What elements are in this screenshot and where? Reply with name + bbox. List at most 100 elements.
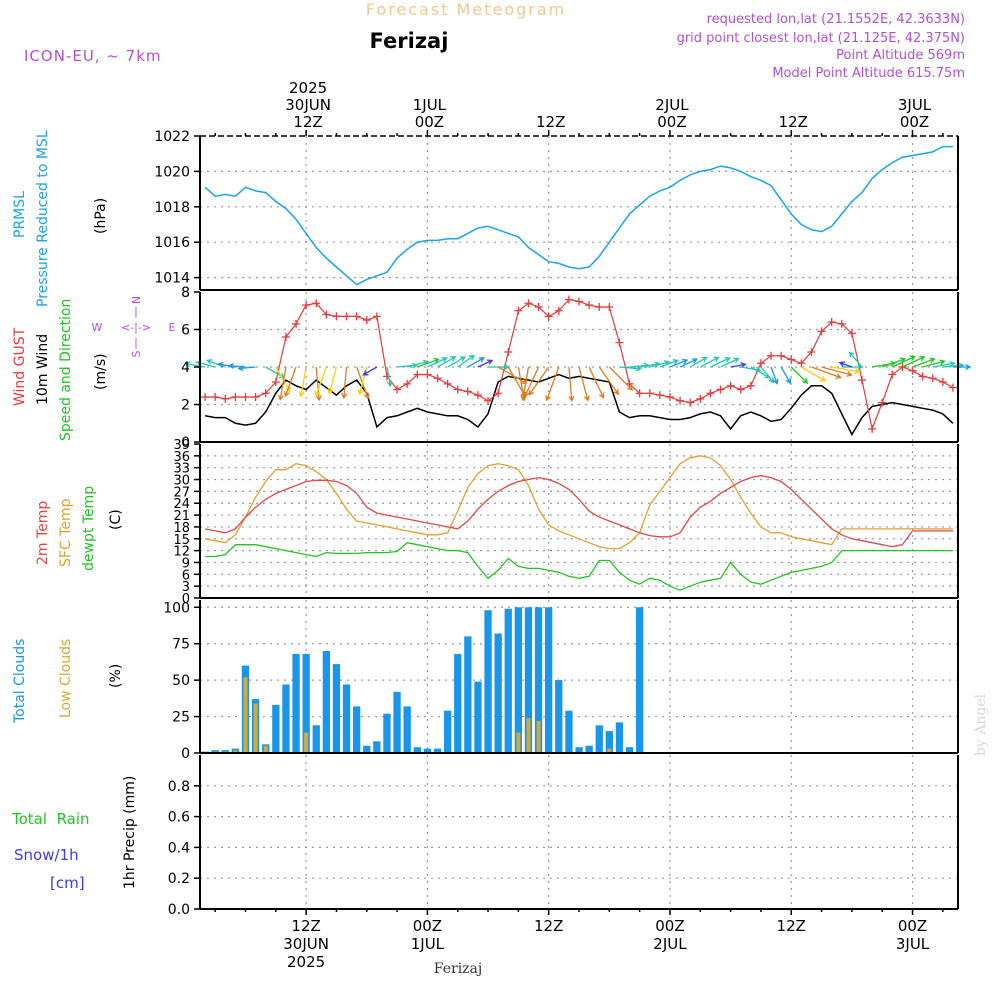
- panel-grids: [200, 136, 958, 909]
- wind-gust-point: [251, 393, 260, 401]
- wind-direction-arrow: [619, 365, 642, 372]
- wind-direction-arrow: [841, 364, 864, 370]
- y-tick-label: 1018: [154, 200, 190, 216]
- wind-gust-point: [413, 370, 422, 379]
- wind-gust-point: [605, 303, 614, 311]
- wind-direction-arrow: [277, 366, 287, 401]
- y-tick-labels: 1014101610181020102202468036912151821242…: [154, 129, 190, 918]
- wind-direction-arrow: [770, 366, 779, 385]
- y-tick-label: 21: [173, 509, 190, 524]
- wind-gust-point: [312, 299, 321, 308]
- wind-direction-arrow: [568, 366, 575, 403]
- wind-gust-point: [362, 316, 371, 325]
- wind-gust-point: [938, 378, 947, 386]
- wind-direction-arrow: [780, 366, 791, 385]
- wind-gust-point: [372, 312, 381, 321]
- y-tick-label: 4: [181, 360, 190, 376]
- wind-gust-point: [655, 391, 664, 400]
- wind-gust-point: [797, 359, 806, 368]
- wind-gust-point: [463, 387, 472, 396]
- watermark: by Angel: [973, 693, 989, 756]
- y-tick-label: 30: [173, 474, 190, 489]
- wind-direction-arrow: [848, 351, 863, 368]
- compass-east: E: [169, 321, 176, 334]
- wind-gust-point: [575, 297, 583, 306]
- wind-gust-point: [484, 396, 493, 405]
- wind-gust-point: [827, 318, 836, 326]
- total-clouds-bar: [423, 748, 432, 753]
- total-clouds-bar: [373, 741, 381, 753]
- wind-gust-point: [342, 312, 351, 321]
- bottom-time-label: 00Z: [413, 917, 442, 935]
- wind-direction-arrow: [447, 356, 466, 368]
- top-time-label: 00Z: [657, 113, 686, 131]
- total-clouds-bar: [353, 706, 361, 753]
- top-time-label: 00Z: [415, 113, 444, 131]
- total-clouds-bar: [302, 653, 310, 753]
- wind-gust-point: [332, 312, 341, 321]
- wind-gust-point: [211, 393, 220, 401]
- wind-direction-arrow: [710, 357, 731, 368]
- y-tick-label: 3: [182, 580, 190, 595]
- top-time-label: 12Z: [293, 113, 322, 131]
- y-tick-label: 100: [163, 600, 190, 616]
- wind-gust-point: [857, 376, 866, 385]
- wind-gust-point: [494, 389, 503, 398]
- wind-direction-arrow: [800, 366, 827, 382]
- total-clouds-bar: [322, 651, 330, 753]
- wind-direction-arrow: [341, 366, 348, 400]
- wind-direction-arrow: [952, 364, 972, 370]
- bottom-time-label: 12Z: [291, 917, 320, 935]
- wind-direction-arrow: [679, 358, 698, 368]
- y-tick-label: 2: [181, 398, 190, 414]
- top-time-label: 30JUN: [285, 96, 331, 114]
- total-clouds-bar: [272, 704, 280, 753]
- wind-direction-arrow: [892, 355, 916, 368]
- wind-gust-point: [777, 351, 786, 360]
- total-clouds-bar: [605, 731, 613, 753]
- wind-direction-arrow: [730, 362, 747, 369]
- top-time-label: 2025: [289, 79, 327, 97]
- temp-unit: (C): [108, 509, 124, 530]
- wind-direction-arrow: [831, 366, 861, 375]
- wind-direction-arrow: [298, 366, 307, 398]
- wind-gust-point: [948, 383, 957, 392]
- y-tick-label: 75: [172, 637, 190, 653]
- total-clouds-bar: [555, 680, 563, 753]
- compass-vertical-up: |: [134, 305, 138, 318]
- wind-gust-point: [322, 310, 331, 319]
- low-clouds-bar: [263, 745, 268, 753]
- wind-gust-point: [403, 379, 412, 388]
- wind-gust-point: [554, 306, 563, 315]
- wind-gust-point: [504, 348, 513, 356]
- y-tick-label: 0: [182, 592, 190, 607]
- total-clouds-bar: [383, 713, 391, 753]
- wind-direction-arrow: [720, 357, 740, 368]
- y-tick-label: 0.2: [168, 871, 190, 887]
- wind-direction-arrow: [227, 363, 246, 369]
- wind-gust-point: [473, 391, 482, 400]
- wind-direction-arrow: [184, 361, 206, 368]
- wind-gust-label: Wind GUST: [12, 327, 28, 406]
- wind-direction-arrow: [417, 357, 440, 368]
- wind-gust-point: [635, 389, 644, 398]
- wind-direction-arrow: [912, 357, 936, 368]
- y-tick-label: 33: [173, 462, 190, 477]
- wind-compass: N | W <-|-> E | S: [92, 296, 176, 358]
- total-clouds-bar: [575, 747, 583, 753]
- y-tick-label: 1016: [154, 235, 190, 251]
- compass-north: N: [130, 296, 143, 304]
- wind-direction-arrow: [467, 357, 485, 368]
- y-tick-label: 15: [173, 533, 190, 548]
- wind-gust-point: [807, 348, 816, 356]
- y-tick-label: 6: [181, 323, 190, 339]
- wind-direction-arrow: [649, 360, 671, 368]
- wind-gust-point: [878, 398, 887, 407]
- y-tick-label: 18: [173, 521, 190, 536]
- wind-gust-point: [292, 319, 301, 328]
- bottom-time-label: 12Z: [534, 917, 563, 935]
- total-clouds-bar: [292, 653, 300, 753]
- wind-gust-point: [817, 327, 826, 336]
